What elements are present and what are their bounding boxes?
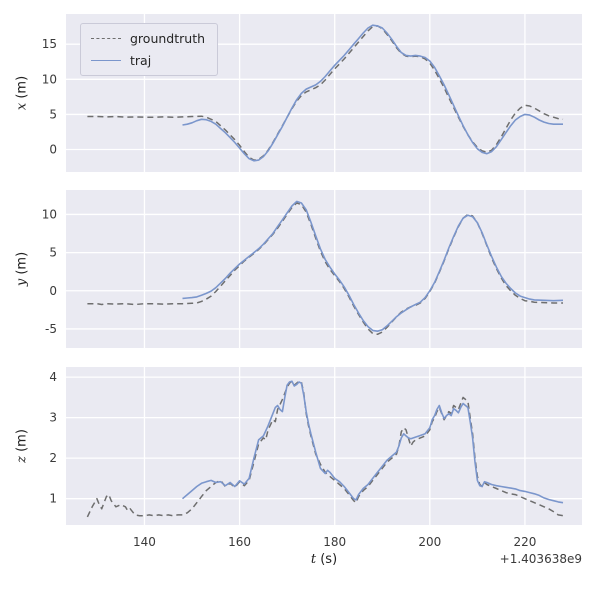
legend: groundtruth traj <box>80 23 219 76</box>
y-tick-label: 3 <box>49 411 57 425</box>
series-traj <box>182 200 564 333</box>
ylabel-x-unit: (m) <box>14 75 30 99</box>
series-traj <box>181 380 564 504</box>
y-tick-label: 1 <box>49 492 57 506</box>
subplot-x: 0 5 10 15 <box>42 14 582 172</box>
y-tick-label: 10 <box>42 72 57 86</box>
subplot-y: -5 0 5 10 <box>42 190 582 348</box>
x-tick-label: 200 <box>418 535 441 549</box>
x-axis-offset: +1.403638e9 <box>499 552 582 566</box>
y-tick-label: 5 <box>49 107 57 121</box>
y-tick-label: 0 <box>49 143 57 157</box>
y-tick-label: 4 <box>49 370 57 384</box>
series-groundtruth <box>87 25 564 161</box>
x-tick-label: 160 <box>228 535 251 549</box>
ylabel-x-var: x <box>14 102 30 111</box>
x-tick-label: 140 <box>133 535 156 549</box>
xlabel-unit: (s) <box>320 552 338 567</box>
subplot-z: 1 2 3 4 <box>49 367 582 525</box>
x-tick-label: 180 <box>323 535 346 549</box>
xlabel-var: t <box>310 552 317 567</box>
groundtruth-line-sample-icon <box>91 38 121 39</box>
ylabel-y: y (m) <box>15 252 30 286</box>
traj-line-sample-icon <box>91 60 121 61</box>
legend-item-traj: traj <box>91 53 205 68</box>
plot-area-y <box>66 190 582 348</box>
legend-item-groundtruth: groundtruth <box>91 31 205 46</box>
ylabel-z-unit: (m) <box>14 429 30 452</box>
legend-label-groundtruth: groundtruth <box>130 31 206 46</box>
y-tick-label: 0 <box>49 284 57 298</box>
y-tick-label: -5 <box>45 322 57 336</box>
x-tick-label: 220 <box>513 535 536 549</box>
ylabel-y-unit: (m) <box>14 251 30 275</box>
xlabel: t (s) <box>311 552 337 567</box>
y-tick-label: 15 <box>42 37 57 51</box>
ylabel-y-var: y <box>14 278 30 287</box>
y-tick-label: 10 <box>42 207 57 221</box>
ylabel-x: x (m) <box>15 76 30 110</box>
plot-area-z <box>66 367 582 525</box>
y-tick-label: 2 <box>49 451 57 465</box>
ylabel-z-var: z <box>14 456 30 463</box>
ylabel-z: z (m) <box>15 429 30 463</box>
y-tick-label: 5 <box>49 246 57 260</box>
series-traj <box>182 24 563 162</box>
legend-label-traj: traj <box>130 53 152 68</box>
